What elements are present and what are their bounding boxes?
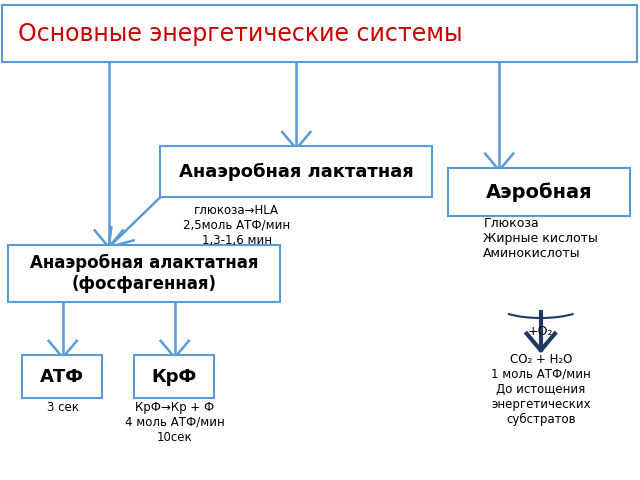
FancyBboxPatch shape	[160, 146, 432, 197]
FancyBboxPatch shape	[8, 245, 280, 302]
Text: КрФ: КрФ	[152, 368, 197, 386]
FancyBboxPatch shape	[448, 168, 630, 216]
Text: АТФ: АТФ	[40, 368, 84, 386]
Text: Основные энергетические системы: Основные энергетические системы	[18, 22, 463, 46]
Text: +O₂: +O₂	[528, 324, 554, 338]
Text: КрФ→Кр + Ф
4 моль АТФ/мин
10сек: КрФ→Кр + Ф 4 моль АТФ/мин 10сек	[125, 401, 225, 444]
FancyBboxPatch shape	[134, 355, 214, 398]
Text: 3 сек: 3 сек	[47, 401, 79, 414]
Text: Анаэробная лактатная: Анаэробная лактатная	[179, 163, 413, 180]
Text: Глюкоза
Жирные кислоты
Аминокислоты: Глюкоза Жирные кислоты Аминокислоты	[483, 217, 598, 260]
FancyBboxPatch shape	[22, 355, 102, 398]
Text: Аэробная: Аэробная	[486, 182, 593, 202]
Text: Анаэробная алактатная
(фосфагенная): Анаэробная алактатная (фосфагенная)	[30, 254, 259, 293]
Text: CO₂ + H₂O
1 моль АТФ/мин
До истощения
энергетических
субстратов: CO₂ + H₂O 1 моль АТФ/мин До истощения эн…	[491, 353, 591, 426]
Text: глюкоза→HLA
2,5моль АТФ/мин
1,3-1,6 мин: глюкоза→HLA 2,5моль АТФ/мин 1,3-1,6 мин	[183, 204, 291, 247]
FancyBboxPatch shape	[2, 5, 637, 62]
